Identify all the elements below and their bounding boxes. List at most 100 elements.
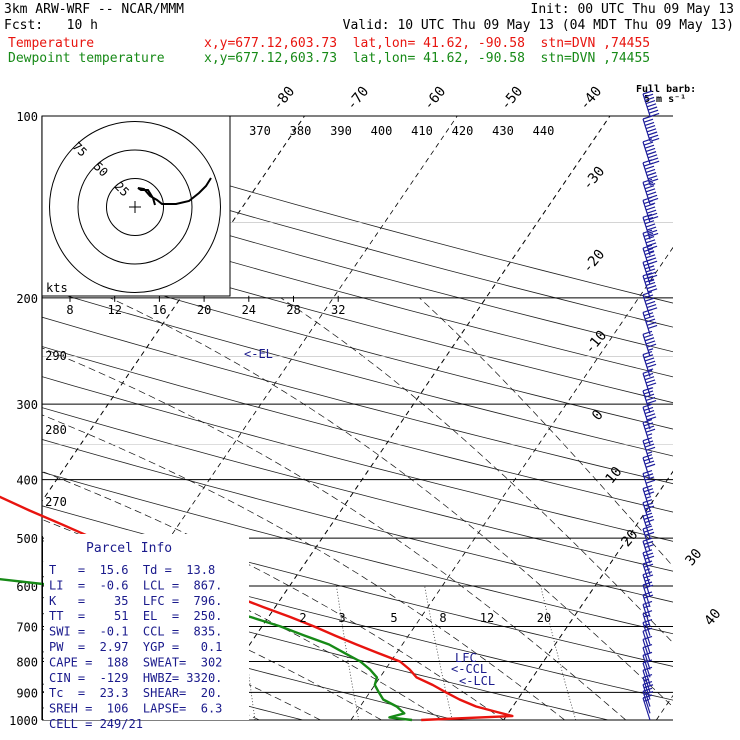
wind-barb-flag	[642, 610, 653, 615]
temperature-trace	[0, 495, 514, 722]
wind-barb-shaft	[642, 670, 651, 693]
wind-barb-flag	[644, 144, 655, 149]
wind-barb	[642, 244, 658, 271]
forecast-hour: Fcst: 10 h	[4, 18, 98, 33]
theta-label: 370	[249, 124, 271, 138]
wind-barb-flag	[647, 324, 658, 330]
wind-barb-half-flag	[646, 451, 653, 455]
pressure-tick-label: 700	[16, 620, 38, 634]
wind-barb-flag	[643, 312, 654, 317]
wind-barb-flag	[644, 519, 655, 524]
wind-barb-flag	[644, 236, 655, 241]
wind-barb-flag	[643, 563, 654, 568]
wind-barb	[642, 687, 654, 714]
wind-barb-flag	[645, 147, 656, 152]
wind-barb-flag	[642, 419, 653, 424]
wind-barb	[642, 308, 658, 335]
wind-barb-flag	[647, 288, 658, 293]
dewpoint-location: x,y=677.12,603.73 lat,lon= 41.62, -90.58…	[204, 51, 651, 66]
wind-barb	[642, 469, 656, 496]
wind-barb-flag	[643, 390, 654, 395]
wind-barb-flag	[643, 502, 654, 507]
wind-barb-half-flag	[645, 523, 652, 527]
theta-label: 380	[290, 124, 312, 138]
wind-barb-flag	[644, 315, 655, 320]
hodograph-frame	[41, 115, 231, 297]
init-time: Init: 00 UTC Thu 09 May 13	[530, 2, 735, 17]
dry-adiabat-line	[42, 505, 673, 667]
wind-barb-flag	[642, 258, 653, 263]
mixing-ratio-line	[424, 585, 453, 720]
wind-barb-flag	[647, 229, 658, 234]
theta-label: 400	[371, 124, 393, 138]
wind-barb-flag	[644, 251, 655, 256]
wind-barb-flag	[642, 403, 653, 408]
wind-barb-flag	[645, 300, 656, 305]
wind-barb-flag	[649, 137, 660, 142]
wind-barb	[642, 159, 659, 186]
wind-barb-shaft	[642, 630, 651, 654]
wind-barb-flag	[644, 265, 655, 270]
theta-label: 430	[492, 124, 514, 138]
speed-tick-label: 20	[197, 303, 211, 317]
dewpoint-trace	[0, 577, 413, 722]
wind-barb-flag	[642, 618, 653, 624]
wind-barb-flag	[643, 372, 654, 378]
wind-barb-flag	[642, 484, 653, 490]
parcel-info-panel	[44, 534, 249, 720]
wind-barb-flag	[646, 128, 657, 133]
parcel-info-box: Parcel Info T = 15.6 Td = 13.8LI = -0.6 L…	[42, 534, 249, 731]
wind-barb-flag	[643, 584, 654, 589]
wind-barb-shaft	[642, 354, 651, 377]
moist-adiabat-line	[42, 414, 565, 720]
wind-barb-flag	[642, 627, 653, 632]
wind-barb-flag	[648, 134, 659, 139]
wind-barb-half-flag	[647, 368, 654, 372]
wind-barb	[642, 272, 658, 299]
wind-barb-flag	[643, 199, 654, 205]
wind-barb-flag	[644, 531, 655, 536]
wind-barb-flag	[642, 213, 653, 218]
wind-barbs	[642, 90, 660, 721]
wind-barb-flag	[643, 457, 654, 462]
wind-barb-flag	[644, 337, 655, 342]
parcel-info-row: Tc = 23.3 SHEAR= 20.	[49, 686, 222, 700]
barb-legend-line1: Full barb:	[636, 84, 697, 95]
wind-barb-half-flag	[643, 614, 650, 618]
wind-barb-shaft	[642, 639, 651, 662]
isotherm-label: 40	[701, 606, 724, 629]
wind-barb-flag	[648, 232, 659, 238]
level-label: <-LCL	[459, 674, 495, 688]
wind-barb-flag	[646, 242, 657, 247]
wind-barb-flag	[646, 191, 657, 196]
wind-barb-flag	[642, 159, 653, 164]
wind-barb	[642, 229, 658, 256]
wind-barb-flag	[642, 512, 653, 517]
wind-barb-flag	[646, 343, 657, 348]
wind-barb-shaft	[642, 294, 651, 317]
dry-adiabat-line	[42, 288, 673, 457]
wind-barb-flag	[643, 406, 654, 411]
wind-barb	[642, 437, 656, 463]
parcel-info-title: Parcel Info	[86, 541, 172, 556]
wind-barb-flag	[644, 376, 655, 381]
theta-label: 420	[452, 124, 474, 138]
wind-barb-flag	[645, 254, 656, 259]
wind-barb-flag	[643, 552, 654, 557]
wind-barb-flag	[645, 168, 656, 173]
isotherm-label: -70	[344, 84, 373, 114]
wind-barb-flag	[644, 165, 655, 170]
wind-barb-flag	[643, 232, 654, 237]
mixing-ratio-label: 5	[390, 611, 397, 625]
wind-barb-flag	[647, 212, 658, 217]
wind-barb-flag	[642, 387, 653, 392]
level-label: <-EL	[244, 347, 273, 361]
level-label: <-CCL	[451, 662, 487, 676]
moist-adiabat-line	[42, 470, 504, 720]
wind-barb-flag	[648, 215, 659, 221]
wind-barb-flag	[643, 275, 654, 280]
mixing-ratio-line	[336, 585, 360, 720]
wind-barb	[642, 635, 653, 662]
